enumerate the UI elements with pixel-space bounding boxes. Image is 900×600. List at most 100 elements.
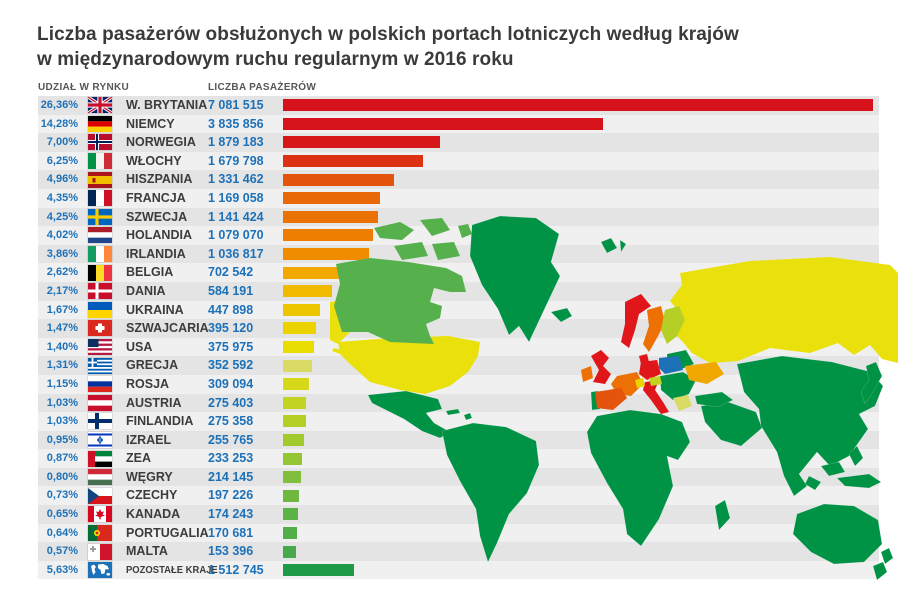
map-switzerland bbox=[635, 378, 645, 388]
market-share-value: 2,17% bbox=[46, 284, 78, 297]
market-share-value: 4,96% bbox=[46, 173, 78, 186]
ca-flag-icon bbox=[88, 506, 112, 523]
map-iceland bbox=[550, 307, 573, 323]
table-row: 0,57% MALTA 153 396 bbox=[38, 542, 879, 561]
market-share-value: 1,03% bbox=[46, 415, 78, 428]
passenger-count: 352 592 bbox=[208, 358, 254, 373]
country-label: W. BRYTANIA bbox=[126, 98, 208, 112]
passenger-count: 275 403 bbox=[208, 395, 254, 410]
country-label: AUSTRIA bbox=[126, 395, 182, 410]
passenger-count: 255 765 bbox=[208, 432, 254, 447]
country-label: SZWAJCARIA bbox=[126, 321, 209, 336]
market-share-value: 4,25% bbox=[46, 210, 78, 223]
passenger-bar bbox=[283, 229, 373, 242]
market-share-value: 0,80% bbox=[46, 470, 78, 483]
passenger-bar bbox=[283, 452, 302, 465]
map-greece bbox=[673, 395, 692, 411]
country-label: GRECJA bbox=[126, 358, 179, 373]
table-row: 4,02% HOLANDIA 1 079 070 bbox=[38, 226, 879, 245]
gb-flag-icon bbox=[88, 97, 112, 114]
country-label: FINLANDIA bbox=[126, 414, 194, 429]
map-usa bbox=[338, 336, 480, 394]
map-balkans bbox=[659, 371, 697, 401]
country-label: FRANCJA bbox=[126, 190, 186, 205]
table-row: 7,00% NORWEGIA 1 879 183 bbox=[38, 133, 879, 152]
market-share-value: 0,95% bbox=[46, 433, 78, 446]
passenger-bar bbox=[283, 415, 306, 428]
table-row: 26,36% W. BRYTANIA 7 081 515 bbox=[38, 96, 879, 115]
passenger-count: 197 226 bbox=[208, 488, 254, 503]
map-kamchatka bbox=[871, 305, 889, 341]
ie-flag-icon bbox=[88, 246, 112, 263]
passenger-bar bbox=[283, 471, 301, 484]
market-share-value: 4,02% bbox=[46, 229, 78, 242]
market-share-value: 6,25% bbox=[46, 154, 78, 167]
passenger-count: 447 898 bbox=[208, 302, 254, 317]
column-header-passengers: LICZBA PASAŻERÓW bbox=[208, 82, 317, 93]
passenger-count: 395 120 bbox=[208, 321, 254, 336]
map-australia bbox=[792, 503, 883, 565]
country-label: DANIA bbox=[126, 283, 166, 298]
table-row: 0,65% KANADA 174 243 bbox=[38, 505, 879, 524]
market-share-value: 14,28% bbox=[40, 117, 78, 130]
market-share-value: 0,57% bbox=[46, 545, 78, 558]
map-finland bbox=[661, 306, 685, 344]
column-header-market-share: UDZIAŁ W RYNKU bbox=[38, 82, 130, 93]
passenger-bar bbox=[283, 173, 394, 186]
passenger-count: 233 253 bbox=[208, 451, 254, 466]
market-share-value: 0,87% bbox=[46, 452, 78, 465]
map-ukraine bbox=[685, 362, 724, 384]
ua-flag-icon bbox=[88, 301, 112, 318]
passenger-count: 1 331 462 bbox=[208, 172, 264, 187]
map-madagascar bbox=[714, 499, 731, 531]
table-row: 2,62% BELGIA 702 542 bbox=[38, 263, 879, 282]
map-green-continents bbox=[367, 215, 894, 581]
passenger-bar bbox=[283, 489, 299, 502]
world-flag-icon bbox=[88, 562, 112, 579]
mt-flag-icon bbox=[88, 543, 112, 560]
passenger-bar bbox=[283, 117, 603, 130]
map-austria bbox=[649, 376, 662, 386]
passenger-count: 375 975 bbox=[208, 339, 254, 354]
fr-flag-icon bbox=[88, 190, 112, 207]
country-label: HISZPANIA bbox=[126, 172, 193, 187]
no-flag-icon bbox=[88, 134, 112, 151]
market-share-value: 1,15% bbox=[46, 377, 78, 390]
passenger-bar bbox=[283, 192, 380, 205]
table-row: 6,25% WŁOCHY 1 679 798 bbox=[38, 151, 879, 171]
map-ireland bbox=[581, 366, 593, 382]
passenger-count: 170 681 bbox=[208, 525, 254, 540]
passenger-bar bbox=[283, 564, 354, 577]
country-label: IZRAEL bbox=[126, 432, 172, 447]
passenger-count: 1 079 070 bbox=[208, 228, 264, 243]
passenger-bar bbox=[283, 136, 440, 149]
map-south-america bbox=[441, 422, 540, 563]
us-flag-icon bbox=[88, 339, 112, 356]
table-row: 4,25% SZWECJA 1 141 424 bbox=[38, 207, 879, 227]
passenger-bar bbox=[283, 378, 309, 391]
passenger-bar bbox=[283, 155, 423, 168]
country-label: ROSJA bbox=[126, 376, 170, 391]
passenger-count: 309 094 bbox=[208, 376, 254, 391]
page-title: Liczba pasażerów obsłużonych w polskich … bbox=[37, 22, 739, 72]
passenger-bar bbox=[283, 433, 304, 446]
country-label: WŁOCHY bbox=[126, 153, 182, 168]
dk-flag-icon bbox=[88, 283, 112, 300]
passenger-count: 1 512 745 bbox=[208, 562, 264, 577]
market-share-value: 2,62% bbox=[46, 266, 78, 279]
market-share-value: 0,65% bbox=[46, 508, 78, 521]
pt-flag-icon bbox=[88, 524, 112, 541]
world-map bbox=[330, 215, 898, 581]
map-germany bbox=[639, 360, 661, 380]
market-share-value: 26,36% bbox=[40, 99, 78, 111]
market-share-value: 0,73% bbox=[46, 489, 78, 502]
market-share-value: 1,47% bbox=[46, 322, 78, 335]
market-share-value: 5,63% bbox=[46, 563, 78, 576]
fi-flag-icon bbox=[88, 413, 112, 430]
ch-flag-icon bbox=[88, 320, 112, 337]
at-flag-icon bbox=[88, 394, 112, 411]
market-share-value: 1,40% bbox=[46, 340, 78, 353]
passenger-bar bbox=[283, 341, 314, 354]
country-label: SZWECJA bbox=[126, 209, 188, 224]
